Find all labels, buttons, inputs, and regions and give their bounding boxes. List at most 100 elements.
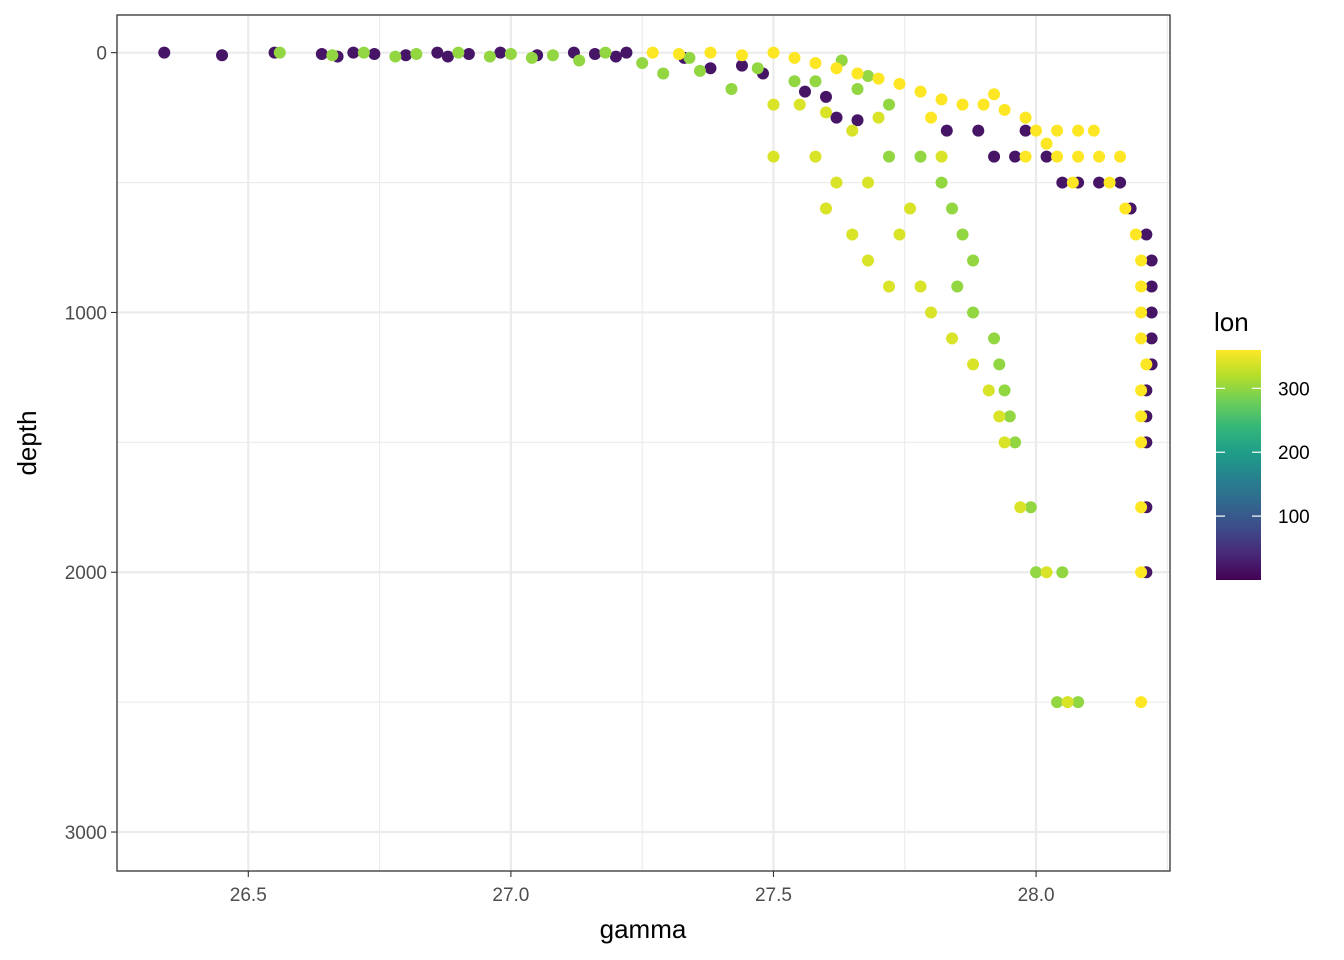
y-tick-label: 0	[96, 44, 107, 65]
y-axis: 0 1000 2000 3000	[65, 44, 117, 844]
legend-ticks: 100 200 300	[1216, 379, 1310, 528]
data-point	[925, 111, 938, 124]
data-point	[872, 72, 885, 85]
data-point	[1135, 566, 1148, 579]
data-point	[1135, 384, 1148, 397]
y-tick-label: 3000	[65, 823, 107, 844]
data-point	[273, 46, 286, 59]
data-point	[830, 111, 843, 124]
data-point	[809, 150, 822, 163]
data-point	[1145, 306, 1158, 319]
data-point	[1129, 228, 1142, 241]
data-point	[893, 77, 906, 90]
data-point	[1135, 436, 1148, 449]
data-point	[793, 98, 806, 111]
data-point	[1135, 332, 1148, 345]
data-point	[1061, 696, 1074, 709]
data-point	[636, 57, 649, 70]
data-point	[735, 59, 748, 72]
color-legend: lon 100 200 300	[1214, 307, 1310, 580]
data-point	[993, 358, 1006, 371]
data-point	[820, 90, 833, 103]
data-point	[1051, 150, 1064, 163]
data-point	[1009, 436, 1022, 449]
data-point	[347, 46, 360, 59]
data-point	[988, 150, 1001, 163]
data-point	[1019, 150, 1032, 163]
data-point	[1019, 124, 1032, 137]
data-point	[462, 47, 475, 60]
data-point	[1103, 176, 1116, 189]
data-point	[935, 176, 948, 189]
data-point	[315, 47, 328, 60]
data-point	[609, 50, 622, 63]
data-point	[646, 46, 659, 59]
data-point	[846, 124, 859, 137]
data-point	[599, 46, 612, 59]
data-point	[1145, 280, 1158, 293]
data-point	[951, 280, 964, 293]
data-point	[993, 410, 1006, 423]
data-point	[1135, 696, 1148, 709]
data-point	[1056, 566, 1069, 579]
data-point	[1135, 254, 1148, 267]
data-point	[546, 49, 559, 62]
data-point	[798, 85, 811, 98]
data-point	[809, 75, 822, 88]
legend-tick-label: 200	[1278, 443, 1310, 464]
data-point	[588, 47, 601, 60]
x-axis-title: gamma	[600, 914, 687, 944]
data-point	[1014, 501, 1027, 514]
data-point	[399, 49, 412, 62]
data-point	[683, 51, 696, 64]
data-point	[158, 46, 171, 59]
data-point	[525, 51, 538, 64]
data-point	[1072, 124, 1085, 137]
data-point	[704, 46, 717, 59]
data-point	[1119, 202, 1132, 215]
data-point	[573, 54, 586, 67]
legend-tick-label: 300	[1278, 379, 1310, 400]
data-point	[846, 228, 859, 241]
data-point	[1030, 124, 1043, 137]
data-point	[1040, 137, 1053, 150]
y-tick-label: 1000	[65, 303, 107, 324]
data-point	[998, 384, 1011, 397]
data-point	[725, 83, 738, 96]
data-points	[158, 46, 1158, 709]
data-point	[982, 384, 995, 397]
legend-colorbar	[1216, 350, 1261, 580]
data-point	[620, 46, 633, 59]
data-point	[1056, 176, 1069, 189]
data-point	[1087, 124, 1100, 137]
data-point	[956, 98, 969, 111]
data-point	[862, 176, 875, 189]
data-point	[872, 111, 885, 124]
data-point	[972, 124, 985, 137]
x-tick-label: 26.5	[230, 885, 267, 906]
data-point	[914, 85, 927, 98]
data-point	[1040, 150, 1053, 163]
data-point	[483, 50, 496, 63]
data-point	[368, 47, 381, 60]
data-point	[441, 50, 454, 63]
data-point	[988, 332, 1001, 345]
data-point	[767, 98, 780, 111]
data-point	[940, 124, 953, 137]
x-tick-label: 28.0	[1018, 885, 1055, 906]
data-point	[862, 70, 875, 83]
data-point	[914, 280, 927, 293]
data-point	[883, 98, 896, 111]
data-point	[820, 202, 833, 215]
data-point	[788, 51, 801, 64]
data-point	[767, 46, 780, 59]
data-point	[893, 228, 906, 241]
data-point	[1145, 254, 1158, 267]
data-point	[1135, 306, 1148, 319]
data-point	[735, 49, 748, 62]
data-point	[851, 67, 864, 80]
minor-gridlines	[117, 15, 1170, 871]
data-point	[1051, 696, 1064, 709]
data-point	[494, 46, 507, 59]
data-point	[1030, 566, 1043, 579]
